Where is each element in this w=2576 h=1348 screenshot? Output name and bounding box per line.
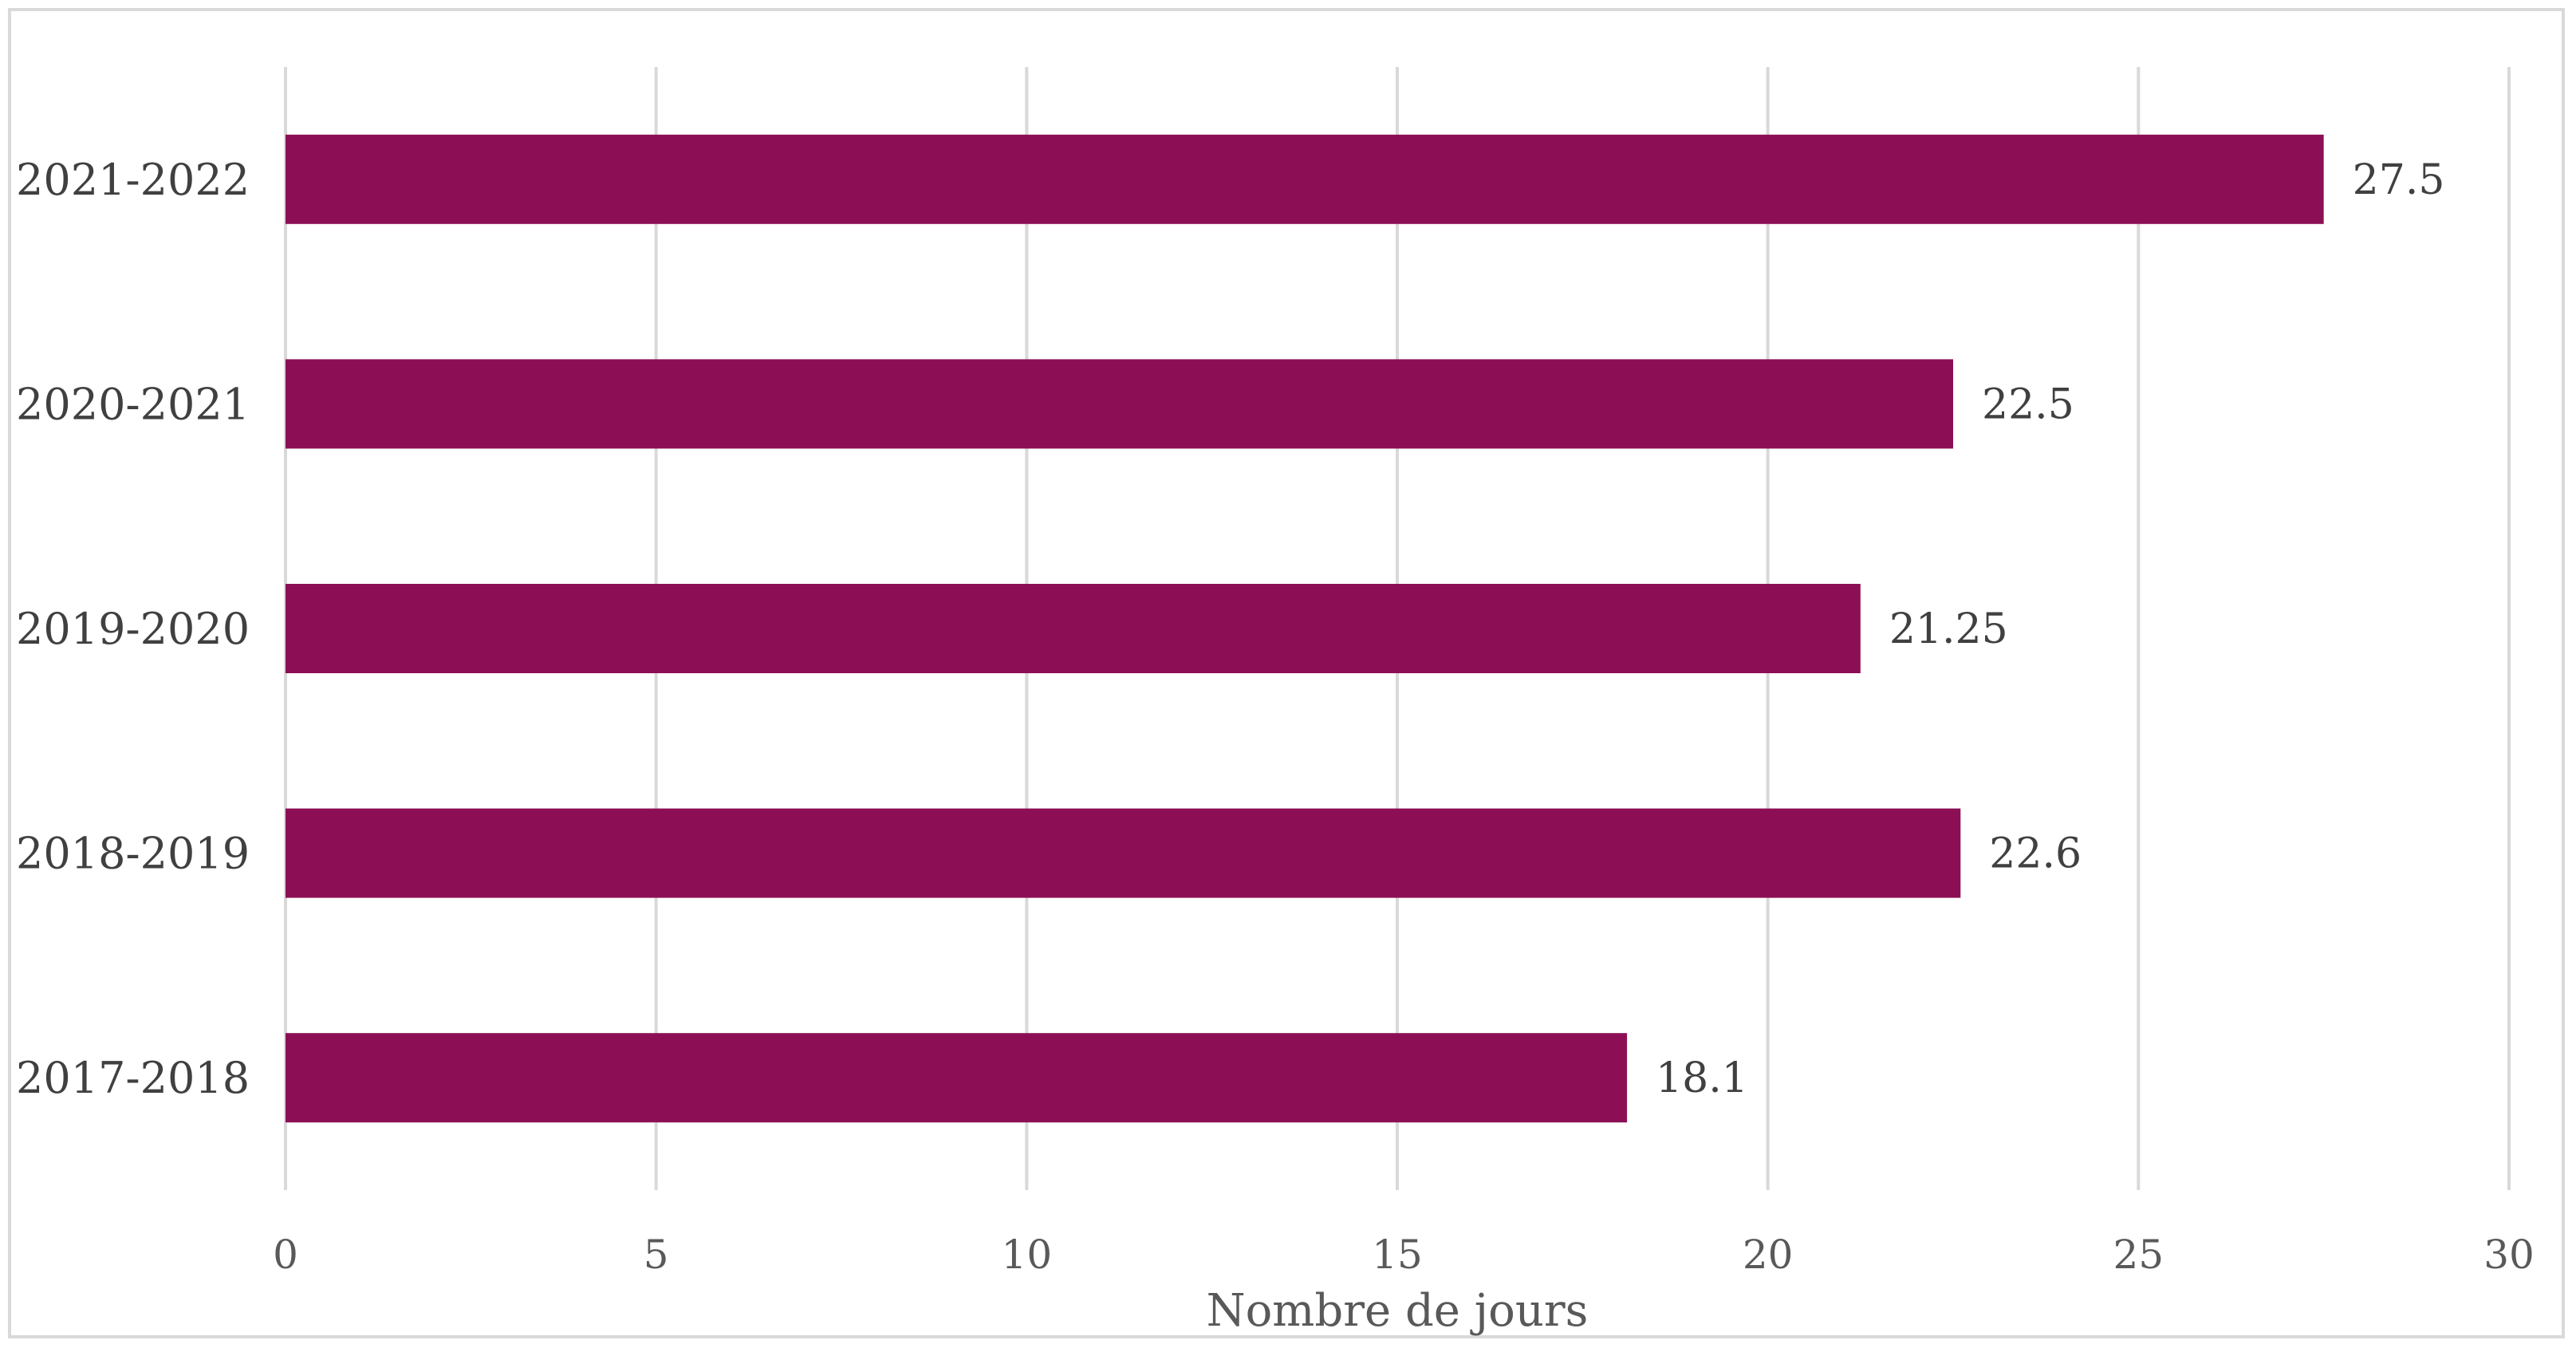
bar-2021-2022 (286, 134, 2324, 224)
category-label: 2019-2020 (16, 604, 250, 654)
value-label: 22.5 (1982, 380, 2074, 428)
category-labels: 2021-2022 2020-2021 2019-2020 2018-2019 2017… (16, 155, 250, 1103)
value-labels: 27.5 22.5 21.25 22.6 18.1 (1656, 156, 2444, 1102)
bar-2020-2021 (286, 359, 1953, 449)
value-label: 21.25 (1889, 605, 2008, 653)
x-tick-labels: 0 5 10 15 20 25 30 (273, 1232, 2535, 1278)
bar-2019-2020 (286, 584, 1861, 673)
bar-2018-2019 (286, 808, 1961, 898)
value-label: 18.1 (1656, 1054, 1748, 1102)
x-tick-label: 20 (1743, 1232, 1794, 1278)
value-label: 22.6 (1989, 830, 2082, 878)
category-label: 2018-2019 (16, 829, 250, 879)
bars (286, 134, 2324, 1123)
bar-2017-2018 (286, 1033, 1628, 1123)
x-tick-label: 5 (644, 1232, 669, 1278)
category-label: 2017-2018 (16, 1053, 250, 1103)
x-tick-label: 30 (2483, 1232, 2535, 1278)
x-tick-label: 25 (2113, 1232, 2164, 1278)
x-tick-label: 10 (1002, 1232, 1053, 1278)
category-label: 2020-2021 (16, 379, 250, 429)
category-label: 2021-2022 (16, 155, 250, 205)
x-tick-label: 15 (1372, 1232, 1423, 1278)
x-tick-label: 0 (273, 1232, 298, 1278)
value-label: 27.5 (2353, 156, 2445, 204)
x-axis-title: Nombre de jours (1207, 1285, 1589, 1337)
